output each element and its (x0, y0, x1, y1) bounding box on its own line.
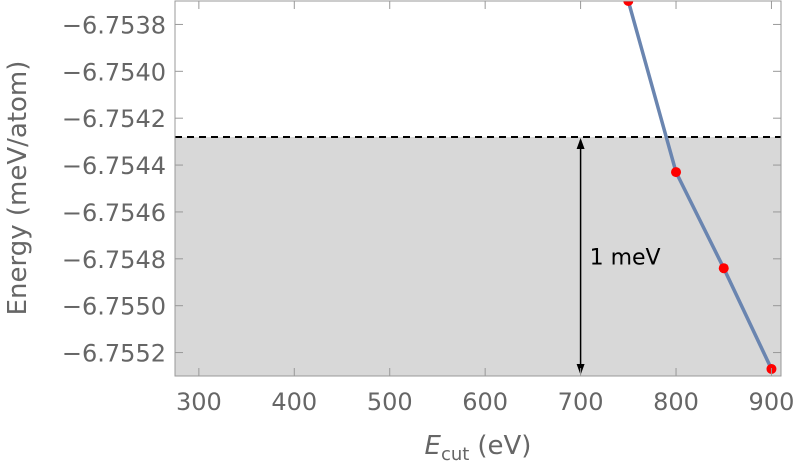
y-tick-label: −6.7546 (62, 199, 166, 227)
x-tick-label: 900 (749, 388, 795, 416)
data-point (623, 1, 634, 6)
y-tick-label: −6.7552 (62, 340, 166, 368)
series-line (626, 1, 774, 370)
annotation-arrow-head-top (576, 137, 585, 149)
x-axis-title: Ecut (eV) (425, 431, 532, 464)
annotation-label: 1 meV (590, 245, 661, 270)
x-tick-label: 300 (176, 388, 222, 416)
y-tick-label: −6.7540 (62, 58, 166, 86)
y-tick-label: −6.7542 (62, 105, 166, 133)
plot-content (175, 1, 781, 376)
data-point (718, 263, 729, 274)
x-tick-label: 500 (367, 388, 413, 416)
x-axis-title-sub: cut (441, 444, 469, 464)
plot-frame (174, 0, 782, 377)
axes: 300 400 500 600 700 800 900 −6.7552 −6.7550 −6.75… (62, 0, 795, 416)
x-tick-label: 700 (558, 388, 604, 416)
y-tick-label: −6.7550 (62, 293, 166, 321)
x-tick-label: 800 (653, 388, 699, 416)
y-axis-title: Energy (meV/atom) (3, 61, 33, 316)
x-axis-title-unit: (eV) (477, 431, 531, 461)
data-point (671, 167, 682, 178)
x-axis-title-main: E (425, 431, 442, 461)
y-tick-label: −6.7544 (62, 152, 166, 180)
shaded-region (175, 136, 781, 376)
x-tick-label: 600 (462, 388, 508, 416)
y-tick-label: −6.7538 (62, 11, 166, 39)
x-tick-label: 400 (271, 388, 317, 416)
plot-area (175, 1, 781, 376)
y-tick-label: −6.7548 (62, 246, 166, 274)
